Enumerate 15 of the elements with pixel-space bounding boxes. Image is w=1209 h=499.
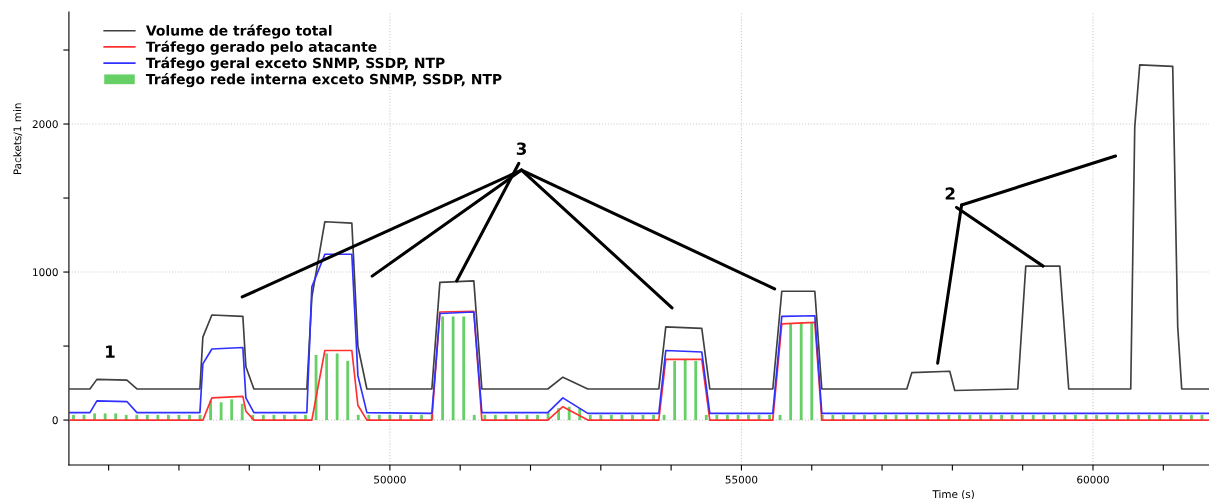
y-tick-label: 0 (52, 416, 58, 425)
annotation: 3 (516, 142, 526, 156)
x-axis-title: Time (s) (932, 489, 974, 499)
x-tick-label: 60000 (1077, 475, 1109, 484)
annotation: 2 (945, 187, 955, 200)
legend-label: Tráfego geral exceto SNMP, SSDP, NTP (145, 56, 445, 71)
y-tick-label: 2000 (32, 120, 58, 129)
x-tick-label: 55000 (725, 475, 758, 484)
x-tick-label: 50000 (374, 475, 406, 484)
annotation: 1 (106, 345, 115, 358)
y-tick-label: 1000 (33, 268, 58, 277)
legend-label: Volume de tráfego total (145, 24, 332, 39)
legend-label: Tráfego gerado pelo atacante (145, 40, 377, 55)
legend-label: Tráfego rede interna exceto SNMP, SSDP, NTP (145, 73, 502, 88)
y-axis-title: Packets/1 min (13, 103, 23, 175)
